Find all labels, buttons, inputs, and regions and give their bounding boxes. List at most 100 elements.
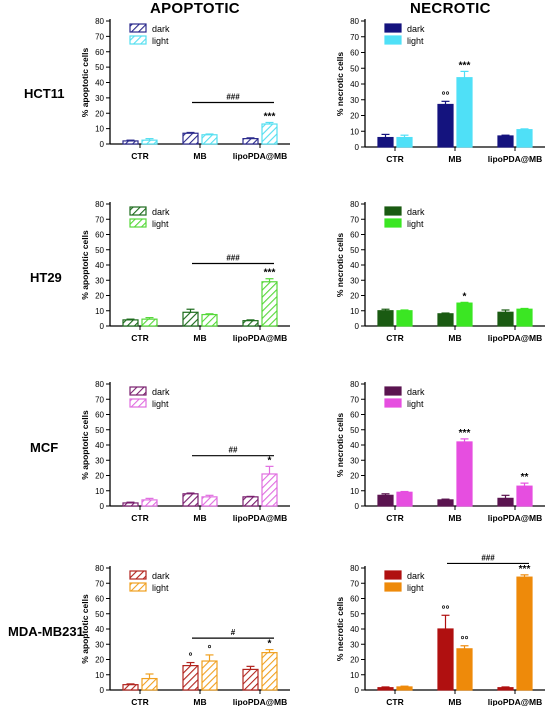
y-axis-label: % necrotic cells bbox=[335, 597, 345, 662]
chart-panel-mcf-nec: 0 10 20 30 40 50 60 70 80 % necrotic cells CTR MB li… bbox=[335, 380, 545, 523]
legend-swatch-dark bbox=[129, 570, 147, 580]
y-tick-label: 80 bbox=[350, 200, 359, 209]
x-tick-label-MB: MB bbox=[448, 154, 461, 164]
bracket-label: ### bbox=[481, 553, 495, 562]
y-tick-label: 20 bbox=[350, 112, 359, 121]
legend-swatch-light bbox=[129, 398, 147, 408]
y-tick-label: 70 bbox=[95, 579, 104, 588]
significance-mark: °° bbox=[461, 635, 469, 646]
bar-light-lipoPDA@MB bbox=[516, 129, 533, 148]
y-tick-label: 10 bbox=[95, 487, 104, 496]
legend-swatch-dark bbox=[129, 206, 147, 216]
bar-light-lipoPDA@MB bbox=[516, 576, 533, 691]
bar-dark-MB bbox=[182, 664, 199, 691]
significance-mark: * bbox=[463, 291, 467, 302]
significance-mark: *** bbox=[519, 564, 531, 575]
y-tick-label: 60 bbox=[350, 49, 359, 58]
legend-label-dark: dark bbox=[152, 24, 170, 34]
chart-panel-mcf-apo: 0 10 20 30 40 50 60 70 80 % apoptotic cells CTR MB l… bbox=[80, 380, 290, 523]
y-tick-label: 10 bbox=[350, 307, 359, 316]
bar-light-lipoPDA@MB bbox=[261, 473, 278, 507]
legend-swatch-dark bbox=[129, 386, 147, 396]
legend-label-dark: dark bbox=[407, 24, 425, 34]
y-tick-label: 80 bbox=[95, 17, 104, 26]
y-tick-label: 70 bbox=[350, 33, 359, 42]
significance-mark: * bbox=[268, 455, 272, 466]
bar-light-CTR bbox=[141, 677, 158, 691]
row-label-mcf: MCF bbox=[30, 440, 59, 455]
y-tick-label: 60 bbox=[350, 231, 359, 240]
y-tick-label: 70 bbox=[95, 215, 104, 224]
bar-dark-CTR bbox=[122, 502, 139, 507]
bracket-label: ## bbox=[229, 446, 238, 455]
y-tick-label: 40 bbox=[95, 625, 104, 634]
significance-mark: *** bbox=[459, 60, 471, 71]
significance-mark: ° bbox=[189, 652, 193, 663]
y-tick-label: 70 bbox=[350, 395, 359, 404]
legend-label-light: light bbox=[152, 219, 169, 229]
y-tick-label: 20 bbox=[350, 656, 359, 665]
x-tick-label-CTR: CTR bbox=[386, 333, 403, 343]
x-tick-label-CTR: CTR bbox=[131, 151, 148, 161]
bar-dark-MB bbox=[437, 499, 454, 507]
legend-swatch-light bbox=[384, 398, 402, 408]
legend-label-light: light bbox=[152, 399, 169, 409]
bar-dark-MB bbox=[437, 103, 454, 148]
bar-dark-lipoPDA@MB bbox=[242, 138, 259, 145]
legend-label-dark: dark bbox=[407, 387, 425, 397]
bar-dark-lipoPDA@MB bbox=[497, 497, 514, 507]
bar-dark-CTR bbox=[122, 684, 139, 691]
significance-mark: * bbox=[268, 639, 272, 650]
bar-light-lipoPDA@MB bbox=[261, 123, 278, 145]
y-tick-label: 10 bbox=[95, 307, 104, 316]
bar-dark-MB bbox=[437, 313, 454, 327]
x-tick-label-lipoPDA@MB: lipoPDA@MB bbox=[488, 154, 543, 164]
legend-swatch-dark bbox=[384, 386, 402, 396]
y-tick-label: 70 bbox=[350, 215, 359, 224]
y-tick-label: 20 bbox=[95, 292, 104, 301]
significance-mark: °° bbox=[442, 604, 450, 615]
legend-label-dark: dark bbox=[152, 207, 170, 217]
bar-dark-MB bbox=[182, 493, 199, 507]
bar-light-lipoPDA@MB bbox=[261, 652, 278, 691]
y-tick-label: 60 bbox=[95, 595, 104, 604]
x-tick-label-MB: MB bbox=[448, 513, 461, 523]
y-tick-label: 20 bbox=[95, 656, 104, 665]
x-tick-label-MB: MB bbox=[448, 333, 461, 343]
x-tick-label-lipoPDA@MB: lipoPDA@MB bbox=[488, 333, 543, 343]
bar-dark-CTR bbox=[377, 494, 394, 507]
y-tick-label: 40 bbox=[350, 261, 359, 270]
y-tick-label: 40 bbox=[95, 79, 104, 88]
y-tick-label: 20 bbox=[95, 472, 104, 481]
bar-light-MB bbox=[456, 302, 473, 327]
legend-label-light: light bbox=[407, 36, 424, 46]
bar-light-MB bbox=[201, 496, 218, 507]
bar-light-CTR bbox=[396, 491, 413, 507]
y-tick-label: 30 bbox=[350, 96, 359, 105]
y-axis-label: % necrotic cells bbox=[335, 52, 345, 117]
legend-swatch-light bbox=[384, 35, 402, 45]
significance-mark: *** bbox=[459, 428, 471, 439]
bar-dark-lipoPDA@MB bbox=[242, 668, 259, 691]
legend-label-light: light bbox=[407, 583, 424, 593]
bar-light-CTR bbox=[396, 310, 413, 327]
y-tick-label: 0 bbox=[355, 502, 360, 511]
y-tick-label: 50 bbox=[350, 64, 359, 73]
x-tick-label-CTR: CTR bbox=[386, 513, 403, 523]
legend-label-dark: dark bbox=[407, 571, 425, 581]
y-tick-label: 0 bbox=[100, 686, 105, 695]
x-tick-label-CTR: CTR bbox=[131, 513, 148, 523]
bar-dark-lipoPDA@MB bbox=[242, 496, 259, 507]
y-tick-label: 0 bbox=[355, 686, 360, 695]
bar-dark-lipoPDA@MB bbox=[497, 687, 514, 691]
legend-label-light: light bbox=[152, 583, 169, 593]
legend-label-light: light bbox=[407, 219, 424, 229]
y-tick-label: 60 bbox=[350, 411, 359, 420]
bar-dark-CTR bbox=[122, 140, 139, 145]
x-tick-label-lipoPDA@MB: lipoPDA@MB bbox=[233, 333, 288, 343]
y-tick-label: 50 bbox=[95, 426, 104, 435]
y-tick-label: 80 bbox=[95, 564, 104, 573]
legend-swatch-dark bbox=[129, 23, 147, 33]
y-tick-label: 10 bbox=[95, 125, 104, 134]
x-tick-label-lipoPDA@MB: lipoPDA@MB bbox=[233, 697, 288, 706]
